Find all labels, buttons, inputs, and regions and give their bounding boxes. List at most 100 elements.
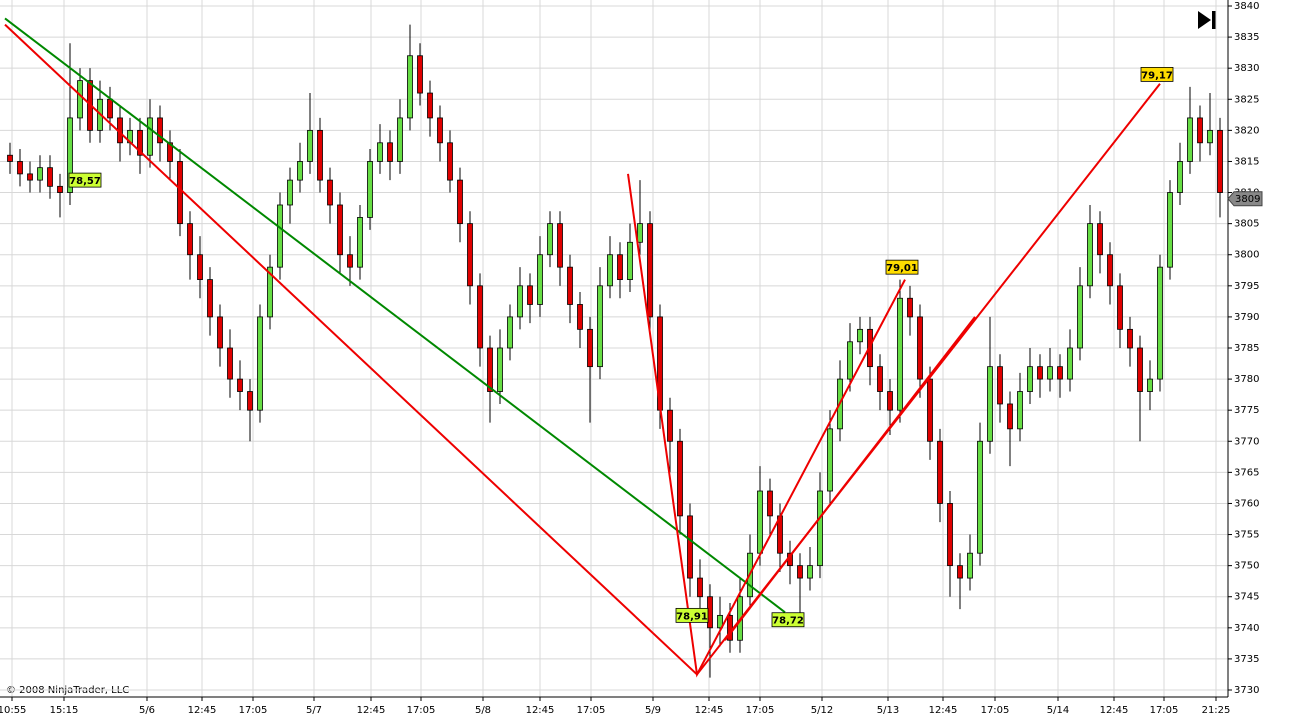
trend-line	[4, 17, 786, 614]
candle-body	[287, 179, 293, 206]
candle-body	[1057, 366, 1063, 380]
candle-body	[237, 378, 243, 392]
candle-body	[197, 254, 203, 281]
candle-body	[137, 129, 143, 156]
candle-body	[277, 204, 283, 268]
candle-body	[647, 223, 653, 318]
candle-body	[577, 304, 583, 330]
candle-body	[697, 577, 703, 598]
candle-body	[497, 347, 503, 392]
x-tick-label: 10:55	[0, 705, 26, 716]
candle-body	[687, 515, 693, 579]
scroll-end-button[interactable]	[1198, 11, 1216, 29]
candle-body	[387, 142, 393, 162]
y-tick-label: 3735	[1234, 654, 1259, 665]
candle-body	[57, 185, 63, 193]
candle-body	[307, 129, 313, 162]
candle-body	[477, 285, 483, 349]
candle-body	[467, 223, 473, 287]
candle-body	[927, 378, 933, 442]
y-tick-label: 3750	[1234, 561, 1259, 572]
play-icon[interactable]	[1198, 11, 1211, 29]
candle-body	[487, 347, 493, 392]
candle-body	[1017, 391, 1023, 430]
candle-body	[957, 565, 963, 579]
candle-body	[637, 223, 643, 243]
candle-body	[417, 55, 423, 94]
trend-line	[627, 173, 906, 678]
candle-body	[987, 366, 993, 442]
candle-body	[397, 117, 403, 162]
candle-body	[547, 223, 553, 256]
x-tick-label: 17:05	[1150, 705, 1179, 716]
candle-body	[897, 297, 903, 411]
candle-body	[977, 440, 983, 554]
candle-body	[1177, 161, 1183, 193]
candle-body	[607, 254, 613, 287]
candle-body	[1147, 378, 1153, 392]
candle-body	[457, 179, 463, 225]
candle-body	[767, 490, 773, 517]
last-price-label: 3809	[1235, 194, 1260, 205]
candle-body	[1217, 129, 1223, 193]
candle-body	[507, 316, 513, 349]
candle-body	[677, 440, 683, 517]
candle-body	[227, 347, 233, 380]
candle-body	[1127, 328, 1133, 349]
candle-body	[1187, 117, 1193, 162]
candle-body	[367, 161, 373, 218]
candle-body	[1107, 254, 1113, 287]
candle-body	[447, 142, 453, 181]
candle-body	[1167, 192, 1173, 268]
candle-body	[247, 391, 253, 411]
x-tick-label: 17:05	[577, 705, 606, 716]
candle-body	[1097, 223, 1103, 256]
candle-body	[1207, 129, 1213, 144]
candle-body	[7, 154, 13, 162]
x-tick-label: 17:05	[239, 705, 268, 716]
x-tick-label: 5/8	[475, 705, 491, 716]
candle-body	[1067, 347, 1073, 380]
candle-body	[1027, 366, 1033, 392]
x-tick-label: 5/13	[877, 705, 899, 716]
x-tick-label: 12:45	[357, 705, 386, 716]
y-tick-label: 3755	[1234, 530, 1259, 541]
candle-body	[27, 173, 33, 181]
candle-body	[517, 285, 523, 318]
candle-body	[427, 92, 433, 119]
candle-body	[77, 80, 83, 119]
y-tick-label: 3730	[1234, 685, 1259, 696]
candle-body	[827, 428, 833, 492]
y-tick-label: 3815	[1234, 156, 1259, 167]
end-bar-icon[interactable]	[1212, 11, 1216, 29]
candle-body	[877, 366, 883, 392]
candle-body	[257, 316, 263, 411]
candle-body	[207, 279, 213, 318]
annotation-label: 79,17	[1141, 70, 1173, 81]
candle-body	[847, 341, 853, 380]
candle-body	[327, 179, 333, 206]
y-tick-label: 3740	[1234, 623, 1259, 634]
candle-body	[627, 241, 633, 280]
candle-body	[917, 316, 923, 380]
candle-body	[147, 117, 153, 156]
candle-body	[667, 409, 673, 442]
candle-body	[947, 503, 953, 567]
candle-body	[967, 552, 973, 579]
candle-body	[817, 490, 823, 567]
annotation-box	[771, 612, 805, 628]
x-tick-label: 12:45	[188, 705, 217, 716]
candle-body	[67, 117, 73, 193]
candle-body	[377, 142, 383, 162]
candle-body	[1007, 403, 1013, 430]
y-tick-label: 3800	[1234, 250, 1259, 261]
annotation-box	[885, 259, 919, 275]
candle-body	[217, 316, 223, 349]
annotation-label: 79,01	[886, 263, 918, 274]
y-tick-label: 3745	[1234, 592, 1259, 603]
candle-body	[757, 490, 763, 554]
y-tick-label: 3790	[1234, 312, 1259, 323]
candle-body	[317, 129, 323, 181]
y-tick-label: 3805	[1234, 219, 1259, 230]
